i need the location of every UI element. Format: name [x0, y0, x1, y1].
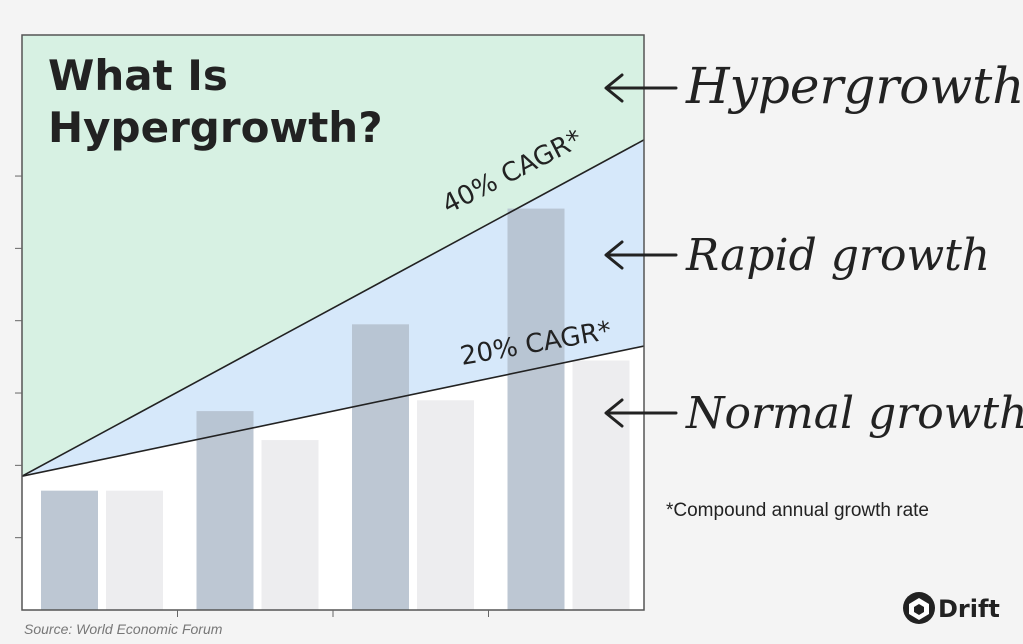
bar-series-2-group-4 — [572, 360, 630, 610]
region-normal-growth — [22, 346, 644, 610]
region-label-normal-growth: Normal growth — [685, 388, 1023, 439]
bar-series-1-group-3 — [352, 324, 409, 610]
region-label-hypergrowth: Hypergrowth — [685, 57, 1023, 115]
source-note: Source: World Economic Forum — [24, 621, 223, 637]
bar-series-2-group-2 — [261, 440, 319, 610]
bar-series-1-group-4 — [507, 208, 565, 610]
trend-line-40-cagr — [22, 139, 644, 477]
bar-series-2-group-1 — [106, 490, 163, 610]
region-label-rapid-growth: Rapid growth — [685, 230, 990, 281]
bar-series-2-group-3 — [417, 400, 474, 610]
drift-logo-icon-mark — [909, 598, 929, 620]
bar-series-1-group-1 — [41, 490, 98, 610]
drift-logo-icon — [903, 592, 935, 624]
arrow-left-icon-1 — [604, 73, 678, 103]
bar-series-1-group-2 — [196, 411, 254, 610]
trend-line-20-cagr — [22, 345, 644, 477]
arrow-left-icon-3 — [604, 398, 678, 428]
chart-title-line-1: What Is — [48, 51, 228, 100]
arrow-left-icon-2 — [604, 240, 678, 270]
drift-logo: Drift — [903, 592, 1000, 624]
chart-title-line-2: Hypergrowth? — [48, 103, 383, 152]
footnote: *Compound annual growth rate — [666, 500, 929, 521]
brand-name: Drift — [938, 595, 1000, 623]
